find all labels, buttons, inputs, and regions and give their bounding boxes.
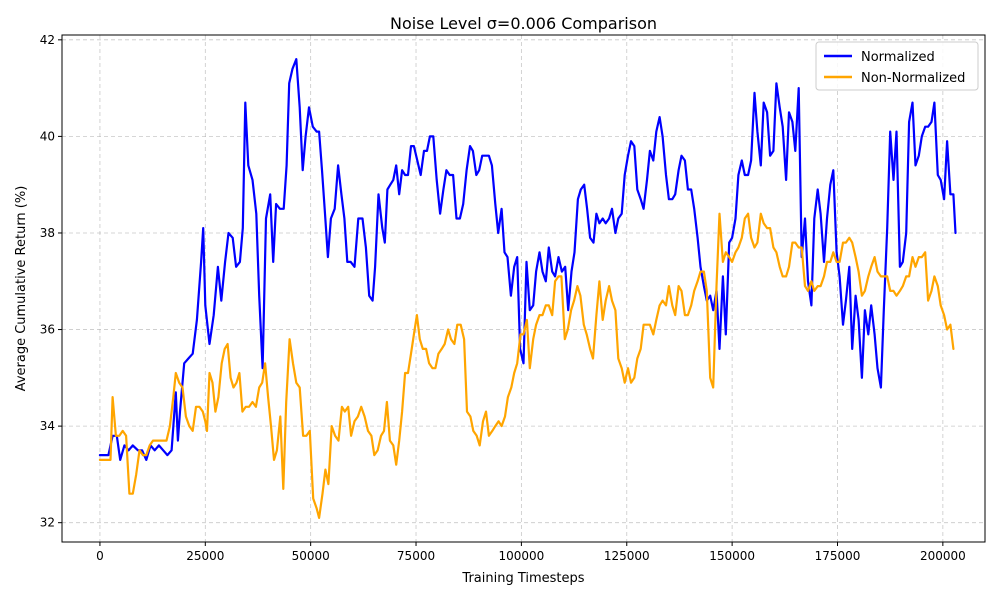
- y-tick-label: 36: [40, 323, 55, 337]
- y-tick-label: 42: [40, 33, 55, 47]
- y-tick-label: 38: [40, 226, 55, 240]
- x-tick-label: 175000: [815, 549, 861, 563]
- y-axis-label: Average Cumulative Return (%): [14, 186, 29, 392]
- x-tick-label: 200000: [920, 549, 966, 563]
- y-tick-label: 34: [40, 419, 55, 433]
- x-tick-label: 75000: [397, 549, 435, 563]
- legend: Normalized Non-Normalized: [815, 41, 979, 91]
- series-line-normalized: [98, 58, 957, 461]
- series-line-non-normalized: [98, 212, 955, 519]
- x-tick-label: 0: [96, 549, 104, 563]
- x-tick-label: 50000: [292, 549, 330, 563]
- x-axis-ticks: 0 25000 50000 75000 100000 125000 150000 175000…: [96, 542, 966, 563]
- chart-title: Noise Level σ=0.006 Comparison: [390, 14, 657, 33]
- x-tick-label: 125000: [604, 549, 650, 563]
- y-tick-label: 40: [40, 129, 55, 143]
- legend-box: [815, 41, 979, 91]
- y-axis-ticks: 32 34 36 38 40 42: [40, 33, 62, 530]
- legend-label-non-normalized: Non-Normalized: [861, 71, 965, 86]
- legend-label-normalized: Normalized: [861, 50, 935, 65]
- x-tick-label: 150000: [709, 549, 755, 563]
- y-tick-label: 32: [40, 516, 55, 530]
- x-tick-label: 100000: [498, 549, 544, 563]
- x-axis-label: Training Timesteps: [461, 571, 584, 586]
- x-tick-label: 25000: [186, 549, 224, 563]
- plot-frame: [61, 34, 986, 543]
- series-layer: [98, 58, 957, 519]
